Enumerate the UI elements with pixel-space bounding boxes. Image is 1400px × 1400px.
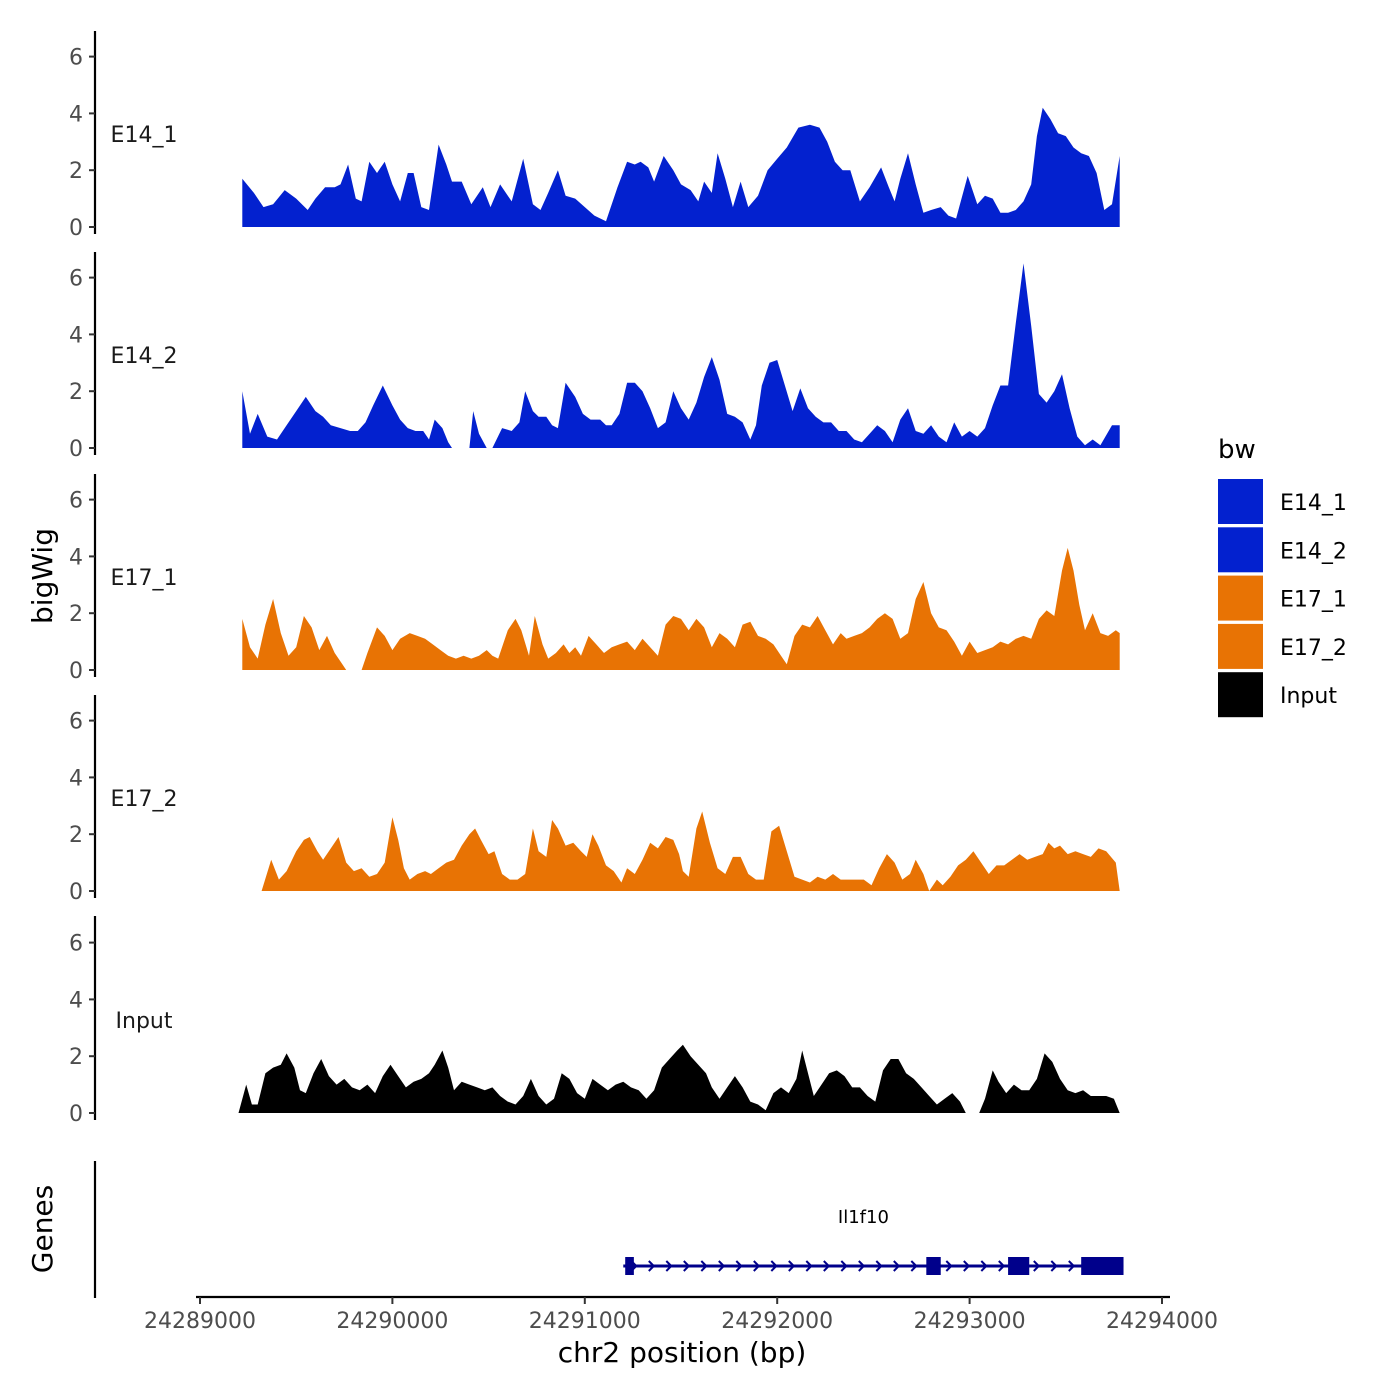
y-tick-label: 0 — [69, 659, 83, 684]
y-tick-label: 2 — [69, 159, 83, 184]
y-tick-label: 6 — [69, 267, 83, 292]
legend-swatch-Input — [1218, 672, 1263, 718]
x-tick-label: 24294000 — [1106, 1309, 1218, 1334]
legend-swatch-E17_1 — [1218, 575, 1263, 621]
track-label: E14_1 — [111, 123, 178, 148]
legend-label: E17_2 — [1280, 636, 1347, 661]
y-tick-label: 0 — [69, 437, 83, 462]
y-tick-label: 4 — [69, 102, 83, 127]
coverage-area-E17_2 — [261, 811, 1120, 891]
strand-arrow — [770, 1260, 778, 1272]
strand-arrow — [805, 1260, 813, 1272]
x-axis: 24289000 24290000 24291000 24292000 24293000… — [144, 1295, 1218, 1334]
strand-arrow — [753, 1260, 761, 1272]
strand-arrow — [1050, 1260, 1058, 1272]
x-axis-title: chr2 position (bp) — [558, 1336, 807, 1369]
y-tick-label: 6 — [69, 489, 83, 514]
strand-arrow — [840, 1260, 848, 1272]
coverage-area-E14_1 — [242, 107, 1120, 227]
legend-label: E14_2 — [1280, 539, 1347, 564]
y-tick-label: 4 — [69, 766, 83, 791]
coverage-area-E14_2 — [242, 263, 1120, 448]
legend-label: E14_1 — [1280, 491, 1347, 516]
y-tick-label: 2 — [69, 602, 83, 627]
legend-title: bw — [1218, 435, 1256, 465]
gene-exon — [1081, 1257, 1124, 1275]
x-tick-label: 24291000 — [529, 1309, 641, 1334]
y-axis-title: bigWig — [26, 528, 59, 624]
track-E17_2: 0 2 4 6 E17_2 — [69, 695, 1120, 905]
strand-arrow — [875, 1260, 883, 1272]
y-tick-label: 2 — [69, 380, 83, 405]
y-tick-label: 4 — [69, 323, 83, 348]
y-tick-label: 2 — [69, 1045, 83, 1070]
strand-arrow — [1068, 1260, 1076, 1272]
x-tick-label: 24292000 — [721, 1309, 833, 1334]
genes-track: Il1f10 — [93, 1161, 1124, 1298]
track-Input: 0 2 4 6 Input — [69, 916, 1120, 1127]
x-tick-label: 24289000 — [144, 1309, 256, 1334]
strand-arrow — [998, 1260, 1006, 1272]
strand-arrow — [893, 1260, 901, 1272]
y-tick-label: 2 — [69, 823, 83, 848]
strand-arrow — [700, 1260, 708, 1272]
y-tick-label: 6 — [69, 710, 83, 735]
track-label: E17_1 — [111, 566, 178, 591]
strand-arrow — [910, 1260, 918, 1272]
x-tick-label: 24293000 — [914, 1309, 1026, 1334]
legend: bw E14_1 E14_2 E17_1 E17_2 Input — [1218, 435, 1347, 718]
legend-label: E17_1 — [1280, 588, 1347, 613]
strand-arrow — [735, 1260, 743, 1272]
legend-swatch-E14_2 — [1218, 527, 1263, 573]
y-tick-label: 4 — [69, 545, 83, 570]
y-tick-label: 0 — [69, 1102, 83, 1127]
strand-arrow — [718, 1260, 726, 1272]
strand-arrow — [788, 1260, 796, 1272]
gene-Il1f10: Il1f10 — [623, 1207, 1124, 1275]
track-label: Input — [116, 1009, 173, 1034]
track-label: E17_2 — [111, 787, 178, 812]
y-tick-label: 4 — [69, 988, 83, 1013]
y-tick-label: 6 — [69, 46, 83, 71]
legend-swatch-E17_2 — [1218, 623, 1263, 669]
track-label: E14_2 — [111, 344, 178, 369]
coverage-area-E17_1 — [242, 547, 1120, 670]
gene-exon — [926, 1257, 941, 1275]
x-tick-label: 24290000 — [336, 1309, 448, 1334]
strand-arrow — [1033, 1260, 1041, 1272]
strand-arrow — [683, 1260, 691, 1272]
gene-label: Il1f10 — [838, 1207, 889, 1228]
genes-axis-title: Genes — [26, 1185, 59, 1273]
coverage-area-Input — [238, 1044, 1120, 1113]
strand-arrow — [963, 1260, 971, 1272]
strand-arrow — [665, 1260, 673, 1272]
y-tick-label: 6 — [69, 932, 83, 957]
track-E17_1: 0 2 4 6 E17_1 — [69, 474, 1120, 684]
y-tick-label: 0 — [69, 880, 83, 905]
legend-label: Input — [1280, 684, 1337, 709]
strand-arrow — [648, 1260, 656, 1272]
strand-arrow — [858, 1260, 866, 1272]
bigwig-tracks: 0 2 4 6 E14_1 0 2 4 6 E14_2 0 2 4 6 E17_1 0 2 4 6 E17_2 0 2 4 6… — [69, 31, 1120, 1127]
gene-exon — [1008, 1257, 1030, 1275]
strand-arrow — [823, 1260, 831, 1272]
y-tick-label: 0 — [69, 216, 83, 241]
strand-arrow — [945, 1260, 953, 1272]
track-E14_2: 0 2 4 6 E14_2 — [69, 252, 1120, 462]
track-E14_1: 0 2 4 6 E14_1 — [69, 31, 1120, 241]
gene-exon — [625, 1257, 634, 1275]
legend-swatch-E14_1 — [1218, 479, 1263, 524]
strand-arrow — [980, 1260, 988, 1272]
